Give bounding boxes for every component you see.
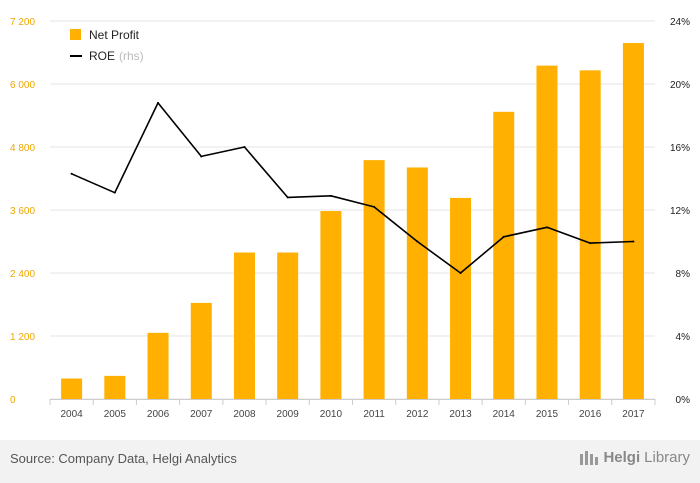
roe-point-2008 — [243, 146, 246, 148]
roe-point-2006 — [157, 101, 160, 104]
brand-name-bold: Helgi — [603, 448, 641, 466]
bar-series-net-profit — [61, 43, 644, 400]
library-icon — [580, 451, 599, 465]
bar-2008 — [233, 252, 255, 399]
left-axis-ticks: 0 1 200 2 400 3 600 4 800 6 000 7 200 — [10, 17, 35, 406]
x-tick-label: 2007 — [190, 409, 213, 420]
bar-2013 — [450, 197, 472, 399]
roe-point-2005 — [113, 191, 116, 194]
right-tick-label: 12% — [670, 206, 690, 217]
x-tick-label: 2009 — [277, 409, 300, 420]
left-tick-label: 0 — [10, 395, 16, 406]
bar-2007 — [190, 302, 212, 399]
right-tick-label: 0% — [676, 395, 691, 406]
brand-name-light: Library — [644, 448, 690, 466]
brand-logo: Helgi Library — [579, 448, 690, 466]
roe-point-2007 — [200, 155, 203, 158]
grid-lines — [50, 20, 655, 400]
line-series-roe — [70, 101, 635, 274]
left-tick-label: 7 200 — [10, 17, 35, 28]
chart: 0 1 200 2 400 3 600 4 800 6 000 7 200 0% 4% 8% 12… — [10, 17, 690, 420]
roe-line — [71, 102, 634, 274]
right-tick-label: 8% — [676, 269, 691, 280]
bar-2017 — [622, 43, 644, 400]
left-tick-label: 1 200 — [10, 332, 35, 343]
x-tick-label: 2006 — [147, 409, 170, 420]
roe-point-2016 — [589, 242, 592, 245]
roe-point-2011 — [373, 205, 376, 208]
roe-point-2014 — [502, 235, 505, 238]
bar-2010 — [320, 211, 342, 399]
bar-2004 — [61, 378, 83, 399]
source-note: Source: Company Data, Helgi Analytics — [10, 451, 237, 466]
bar-2006 — [147, 332, 169, 399]
roe-point-2015 — [545, 226, 548, 229]
x-tick-label: 2014 — [493, 409, 516, 420]
x-tick-label: 2016 — [579, 409, 602, 420]
x-tick-label: 2013 — [449, 409, 472, 420]
x-tick-label: 2004 — [60, 409, 83, 420]
right-tick-label: 20% — [670, 80, 690, 91]
left-tick-label: 4 800 — [10, 143, 35, 154]
legend-label-net-profit: Net Profit — [89, 28, 140, 42]
x-tick-label: 2010 — [320, 409, 343, 420]
roe-point-2004 — [70, 172, 73, 175]
right-tick-label: 16% — [670, 143, 690, 154]
x-tick-label: 2012 — [406, 409, 429, 420]
bar-2005 — [104, 375, 126, 399]
right-axis-ticks: 0% 4% 8% 12% 16% 20% 24% — [670, 17, 690, 406]
legend-swatch-net-profit — [70, 29, 81, 40]
right-tick-label: 24% — [670, 17, 690, 28]
roe-point-2012 — [416, 240, 419, 243]
roe-point-2017 — [632, 240, 635, 243]
bar-2012 — [406, 167, 428, 399]
x-tick-label: 2017 — [622, 409, 645, 420]
bar-2015 — [536, 65, 558, 399]
roe-point-2010 — [329, 194, 332, 197]
x-tick-label: 2008 — [233, 409, 256, 420]
x-tick-label: 2015 — [536, 409, 559, 420]
left-tick-label: 3 600 — [10, 206, 35, 217]
left-tick-label: 2 400 — [10, 269, 35, 280]
bar-2014 — [493, 111, 515, 399]
bar-2011 — [363, 160, 385, 399]
bar-2009 — [277, 252, 299, 399]
legend-label-roe: ROE (rhs) — [89, 49, 144, 63]
roe-point-2009 — [286, 196, 289, 199]
x-tick-label: 2011 — [363, 409, 385, 420]
right-tick-label: 4% — [676, 332, 691, 343]
x-axis-ticks: 2004 2005 2006 2007 2008 2009 2010 2011 2012 2013… — [49, 399, 656, 420]
roe-point-2013 — [459, 272, 462, 274]
legend: Net Profit ROE (rhs) — [70, 28, 144, 63]
x-tick-label: 2005 — [104, 409, 127, 420]
left-tick-label: 6 000 — [10, 80, 35, 91]
bar-2016 — [579, 70, 601, 399]
